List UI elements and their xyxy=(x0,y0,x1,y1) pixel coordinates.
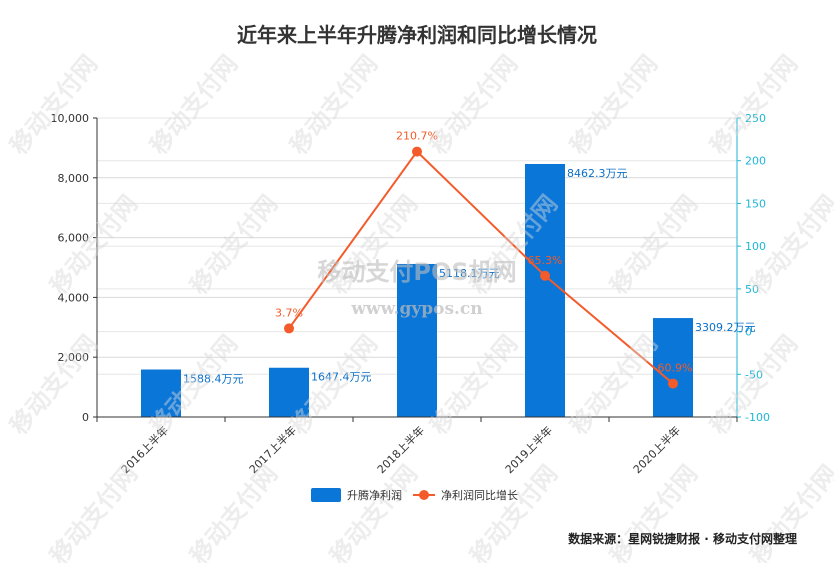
bar-label: 8462.3万元 xyxy=(567,167,628,180)
watermark-brand: 移动支付POS机网 xyxy=(317,258,516,286)
line-point xyxy=(412,146,422,157)
legend-bar-label: 升腾净利润 xyxy=(347,488,402,502)
watermark-text: 移动支付网 xyxy=(565,330,664,440)
left-tick-label: 8,000 xyxy=(58,172,90,185)
watermark-text: 移动支付网 xyxy=(465,460,564,563)
legend: 升腾净利润 净利润同比增长 xyxy=(311,488,518,502)
watermark-text: 移动支付网 xyxy=(325,460,424,563)
bar-series xyxy=(141,163,693,417)
watermark-text: 移动支付网 xyxy=(705,50,804,160)
watermark-text: 移动支付网 xyxy=(185,190,284,300)
left-tick-label: 10,000 xyxy=(51,112,90,125)
bar-label: 1647.4万元 xyxy=(311,371,372,384)
line-series xyxy=(284,146,678,389)
bar-label: 1588.4万元 xyxy=(183,373,244,386)
watermark-text: 移动支付网 xyxy=(565,50,664,160)
right-tick-label: 50 xyxy=(745,283,759,296)
right-tick-label: -100 xyxy=(745,411,770,424)
line-label: 210.7% xyxy=(396,130,438,143)
chart-title: 近年来上半年升腾净利润和同比增长情况 xyxy=(237,23,597,47)
source-note: 数据来源：星网锐捷财报 · 移动支付网整理 xyxy=(568,531,797,546)
line-path xyxy=(288,150,674,385)
right-tick-label: 100 xyxy=(745,240,766,253)
watermark-text: 移动支付网 xyxy=(605,460,704,563)
right-tick-label: 200 xyxy=(745,155,766,168)
watermark-text: 移动支付网 xyxy=(425,50,524,160)
bar xyxy=(653,318,693,417)
watermark-text: 移动支付网 xyxy=(185,460,284,563)
watermark-text: 移动支付网 xyxy=(745,460,834,563)
left-tick-label: 2,000 xyxy=(58,351,90,364)
right-tick-label: 150 xyxy=(745,197,766,210)
line-label: 3.7% xyxy=(275,306,303,319)
line-data-labels: 3.7% 210.7% 65.3% -60.9% xyxy=(275,130,692,375)
bar xyxy=(525,163,565,417)
bar-label: 5118.1万元 xyxy=(439,267,500,280)
bar xyxy=(397,263,437,417)
gridlines xyxy=(97,117,737,418)
watermark-text: 移动支付网 xyxy=(45,460,144,563)
bar xyxy=(141,369,181,417)
legend-bar-swatch xyxy=(311,488,341,502)
legend-line-marker xyxy=(419,490,429,500)
legend-line-label: 净利润同比增长 xyxy=(441,488,518,502)
left-tick-label: 4,000 xyxy=(58,291,90,304)
watermark-text: 移动支付网 xyxy=(605,190,704,300)
watermark-text: 移动支付网 xyxy=(285,50,384,160)
left-tick-label: 6,000 xyxy=(58,232,90,245)
left-tick-label: 0 xyxy=(82,411,89,424)
left-axis: 0 2,000 4,000 6,000 8,000 10,000 xyxy=(51,112,98,424)
right-tick-label: 250 xyxy=(745,112,766,125)
bar-data-labels: 1588.4万元 1647.4万元 5118.1万元 8462.3万元 3309.2万元 xyxy=(183,167,756,386)
watermark-url: www.gypos.cn xyxy=(350,299,482,319)
watermark-text: 移动支付网 xyxy=(5,50,104,160)
watermark-text: 移动支付网 xyxy=(425,330,524,440)
x-axis: 2016上半年 2017上半年 2018上半年 2019上半年 2020上半年 xyxy=(96,416,738,476)
bar-label: 3309.2万元 xyxy=(695,321,756,334)
right-axis: -100 -50 0 50 100 150 200 250 xyxy=(736,112,770,424)
watermark-text: 移动支付网 xyxy=(45,190,144,300)
line-label: 65.3% xyxy=(528,254,563,267)
right-tick-label: -50 xyxy=(745,368,763,381)
line-label: -60.9% xyxy=(654,362,693,375)
bar xyxy=(269,367,309,417)
watermark-text: 移动支付网 xyxy=(145,50,244,160)
line-point xyxy=(540,270,550,281)
right-tick-label: 0 xyxy=(745,326,752,339)
line-point xyxy=(284,323,294,334)
line-point xyxy=(668,378,678,389)
